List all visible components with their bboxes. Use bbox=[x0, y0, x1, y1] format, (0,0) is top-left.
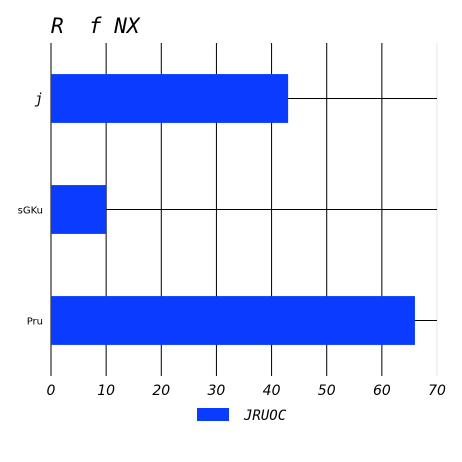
y-axis-tick-labels: j sGKu Pru bbox=[18, 92, 43, 328]
y-tick-label: sGKu bbox=[18, 206, 43, 217]
x-tick-label: 20 bbox=[152, 383, 170, 399]
bar bbox=[51, 296, 415, 345]
bar bbox=[51, 74, 289, 123]
x-tick-label: 70 bbox=[428, 383, 446, 399]
legend-label: JRUOC bbox=[243, 408, 287, 424]
legend: JRUOC bbox=[197, 408, 287, 424]
chart-title: R f NX bbox=[51, 14, 141, 38]
x-tick-label: 30 bbox=[208, 383, 226, 399]
legend-swatch bbox=[197, 408, 229, 421]
x-tick-label: 0 bbox=[47, 383, 56, 399]
x-tick-label: 60 bbox=[373, 383, 391, 399]
x-tick-label: 50 bbox=[318, 383, 336, 399]
y-tick-label: j bbox=[35, 92, 43, 108]
x-axis-tick-labels: 0 10 20 30 40 50 60 70 bbox=[47, 383, 446, 399]
x-tick-label: 10 bbox=[97, 383, 115, 399]
bar bbox=[51, 185, 107, 234]
bars bbox=[51, 74, 415, 345]
x-tick-label: 40 bbox=[263, 383, 281, 399]
y-tick-label: Pru bbox=[27, 317, 43, 328]
